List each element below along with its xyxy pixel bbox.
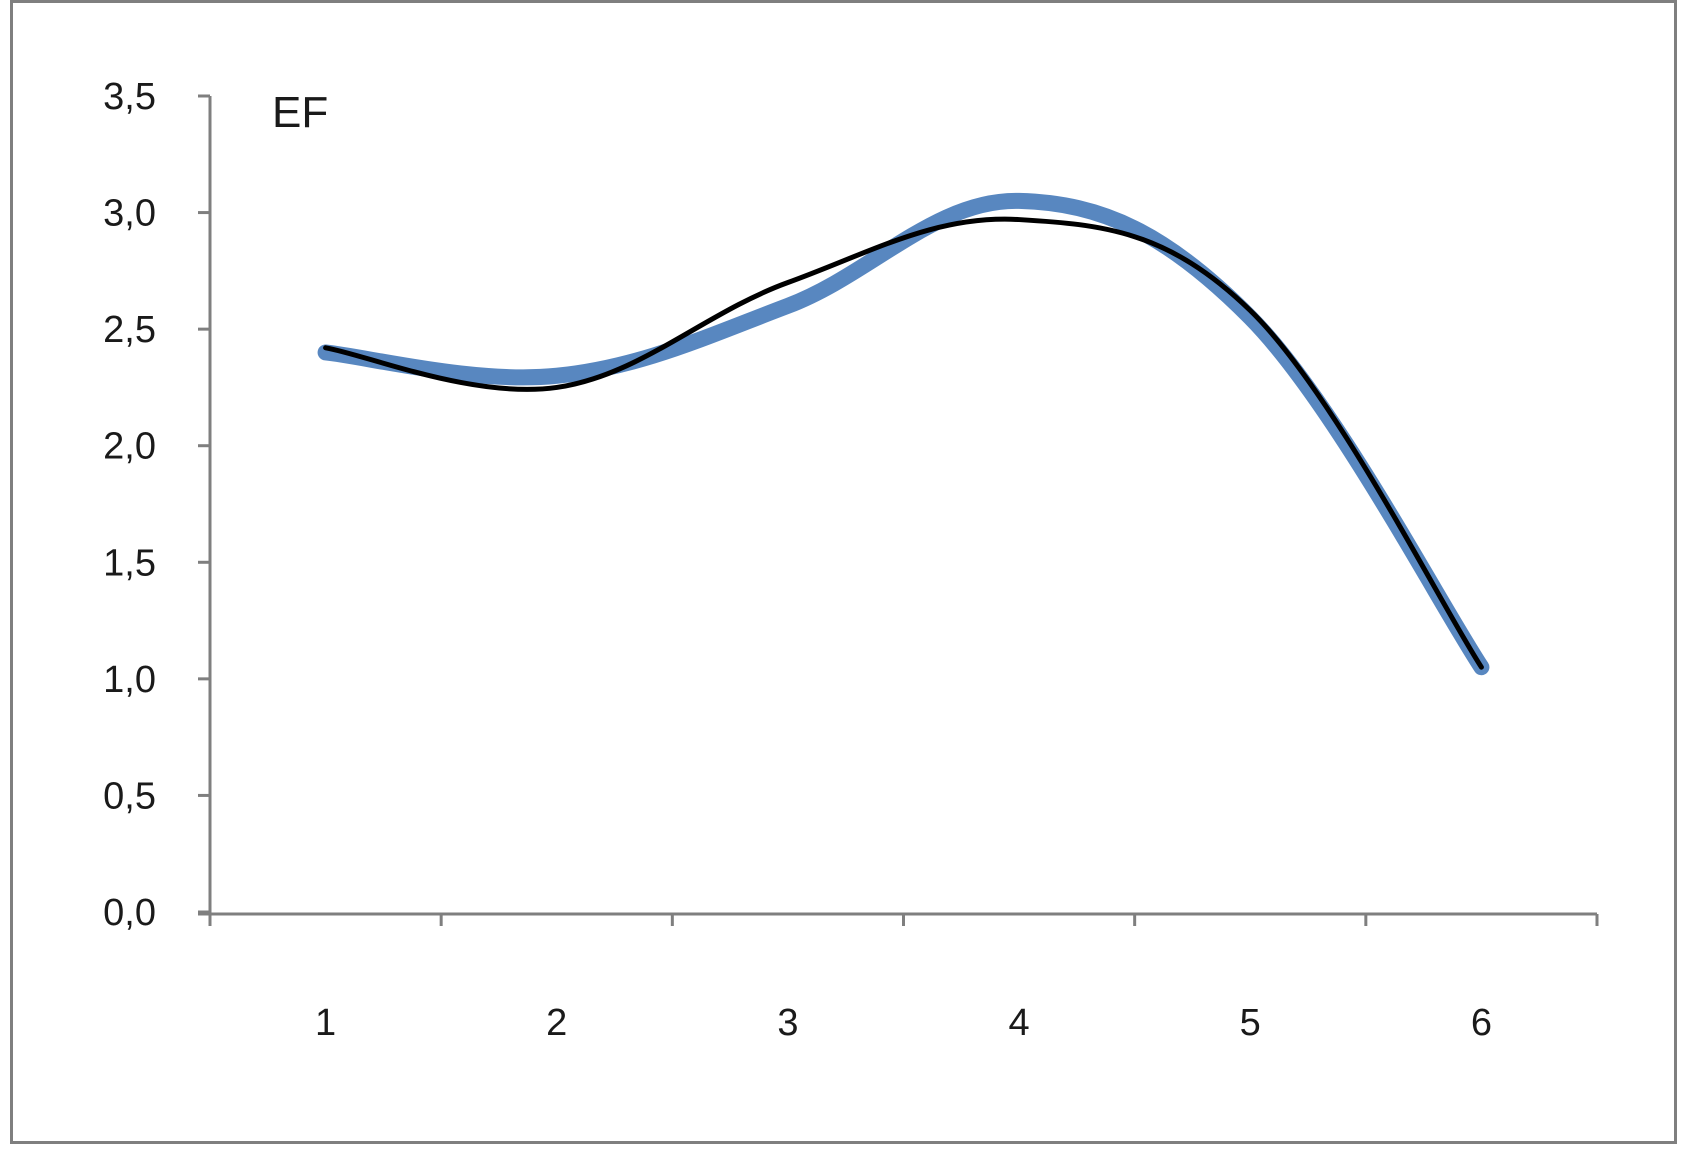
x-tick-label: 6 xyxy=(1471,1002,1492,1044)
y-tick-label: 2,5 xyxy=(103,309,156,351)
y-axis-tick-labels: 0,0 0,5 1,0 1,5 2,0 2,5 3,0 3,5 xyxy=(103,76,156,934)
x-tick-label: 4 xyxy=(1009,1002,1030,1044)
y-tick-label: 3,5 xyxy=(103,76,156,118)
x-tick-label: 5 xyxy=(1240,1002,1261,1044)
x-tick-label: 3 xyxy=(777,1002,798,1044)
chart-frame xyxy=(10,0,1677,1144)
axes xyxy=(198,94,1599,926)
y-tick-label: 3,0 xyxy=(103,193,156,235)
x-tick-label: 2 xyxy=(546,1002,567,1044)
series-line-1 xyxy=(317,192,1490,676)
x-axis-tick-labels: 1 2 3 4 5 6 xyxy=(315,1002,1492,1044)
chart-title: EF xyxy=(272,88,328,137)
y-tick-label: 0,5 xyxy=(103,775,156,817)
y-tick-label: 2,0 xyxy=(103,426,156,468)
series-line-2 xyxy=(323,216,1484,670)
y-tick-label: 1,5 xyxy=(103,542,156,584)
series-group xyxy=(317,192,1490,676)
y-tick-label: 0,0 xyxy=(103,892,156,934)
y-tick-label: 1,0 xyxy=(103,659,156,701)
x-tick-label: 1 xyxy=(315,1002,336,1044)
